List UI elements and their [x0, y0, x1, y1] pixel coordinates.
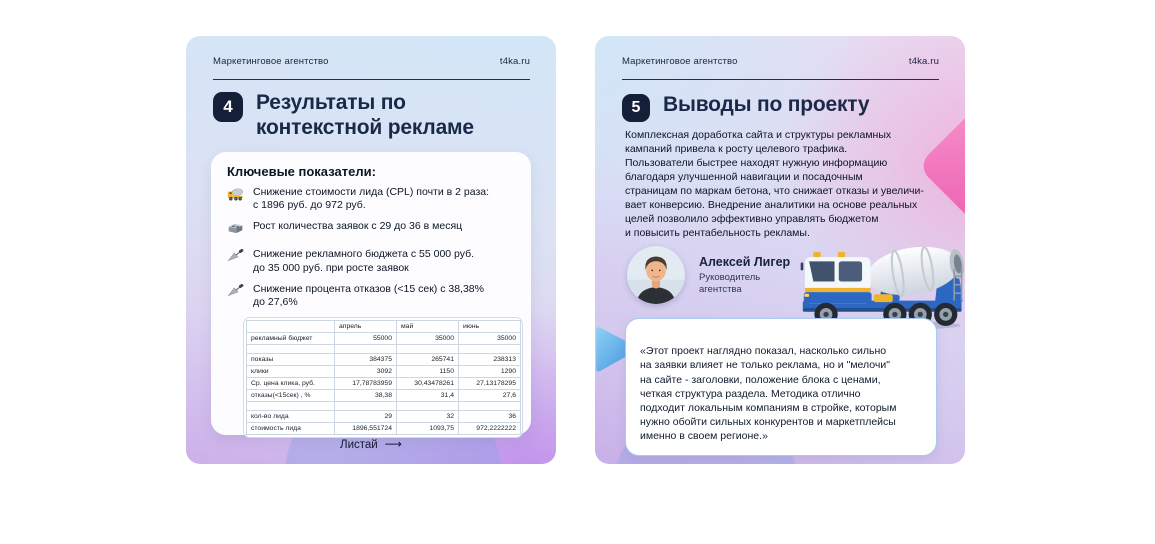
metric-item: Рост количества заявок с 29 до 36 в меся… — [227, 220, 515, 240]
table-cell: 30,43478261 — [396, 377, 459, 391]
table-cell: 1290 — [458, 365, 521, 379]
table-cell — [458, 344, 521, 355]
person-info: Алексей Лигер Руководитель агентства — [699, 255, 790, 296]
header-rule — [213, 79, 530, 80]
metrics-heading: Ключевые показатели: — [227, 164, 376, 179]
table-row — [246, 401, 521, 412]
site-link[interactable]: t4ka.ru — [908, 56, 939, 67]
header-rule — [622, 79, 939, 80]
metrics-card: Ключевые показатели: Снижение ст — [211, 152, 531, 439]
table-row: стоимость лида 1896,551724 1093,75 972,2… — [246, 422, 521, 436]
table-cell: 17,78783959 — [334, 377, 397, 391]
slide-header: Маркетинговое агентство t4ka.ru — [213, 56, 530, 67]
swipe-hint[interactable]: Листай ⟶ — [186, 437, 556, 451]
table-cell: 35000 — [458, 332, 521, 346]
metrics-table: апрель май июнь рекламный бюджет 55000 3… — [246, 320, 521, 436]
blue-triangle-decor — [595, 321, 643, 379]
table-cell: 55000 — [334, 332, 397, 346]
metric-item: Снижение стоимости лида (CPL) почти в 2 … — [227, 186, 515, 212]
metric-text: Снижение стоимости лида (CPL) почти в 2 … — [253, 186, 490, 212]
table-cell: показы — [246, 353, 335, 367]
table-cell — [246, 344, 335, 355]
slide-number-badge: 5 — [622, 94, 650, 122]
table-row — [246, 344, 521, 355]
table-cell: 384375 — [334, 353, 397, 367]
mixer-truck-icon — [227, 187, 244, 212]
table-row: отказы(<15сек) , % 38,38 31,4 27,6 — [246, 389, 521, 403]
table-cell: 1093,75 — [396, 422, 459, 436]
metric-item: Снижение рекламного бюджета с 55 000 руб… — [227, 248, 515, 274]
table-cell: кол-во лида — [246, 410, 335, 424]
table-row: рекламный бюджет 55000 35000 35000 — [246, 332, 521, 346]
brick-icon — [227, 221, 244, 240]
table-header-row: апрель май июнь — [246, 320, 521, 334]
metrics-table-wrapper: апрель май июнь рекламный бюджет 55000 3… — [243, 317, 523, 439]
avatar — [627, 246, 685, 304]
agency-label: Маркетинговое агентство — [213, 56, 329, 67]
table-cell: 35000 — [396, 332, 459, 346]
table-cell: 32 — [396, 410, 459, 424]
table-cell — [334, 401, 397, 412]
table-header-cell — [246, 320, 335, 334]
slide-4: Маркетинговое агентство t4ka.ru 4 Резуль… — [186, 36, 556, 464]
slide-number-badge: 4 — [213, 92, 243, 122]
site-link[interactable]: t4ka.ru — [499, 56, 530, 67]
table-cell: рекламный бюджет — [246, 332, 335, 346]
table-cell: отказы(<15сек) , % — [246, 389, 335, 403]
person-role: Руководитель агентства — [699, 271, 761, 295]
quote-text: «Этот проект наглядно показал, насколько… — [640, 345, 897, 443]
table-cell: 31,4 — [396, 389, 459, 403]
trowel-icon — [227, 283, 244, 309]
person-block: Алексей Лигер Руководитель агентства — [627, 246, 790, 304]
person-name: Алексей Лигер — [699, 254, 791, 269]
quote-card: «Этот проект наглядно показал, насколько… — [625, 318, 937, 456]
table-cell: 3092 — [334, 365, 397, 379]
table-row: Ср. цена клика, руб. 17,78783959 30,4347… — [246, 377, 521, 391]
table-cell: Ср. цена клика, руб. — [246, 377, 335, 391]
table-cell: 972,2222222 — [458, 422, 521, 436]
table-cell — [246, 401, 335, 412]
metric-item: Снижение процента отказов (<15 сек) с 38… — [227, 283, 515, 309]
table-cell: 265741 — [396, 353, 459, 367]
slide-title: Результаты по контекстной рекламе — [256, 91, 474, 139]
table-cell: 36 — [458, 410, 521, 424]
slide-5: Маркетинговое агентство t4ka.ru 5 Выводы… — [595, 36, 965, 464]
table-cell: 1150 — [396, 365, 459, 379]
metrics-list: Снижение стоимости лида (CPL) почти в 2 … — [227, 186, 515, 309]
table-cell — [396, 344, 459, 355]
table-row: клики 3092 1150 1290 — [246, 365, 521, 379]
slide-header: Маркетинговое агентство t4ka.ru — [622, 56, 939, 67]
table-cell — [334, 344, 397, 355]
metric-text: Рост количества заявок с 29 до 36 в меся… — [253, 220, 463, 233]
table-cell — [458, 401, 521, 412]
table-cell: стоимость лида — [246, 422, 335, 436]
arrow-right-icon: ⟶ — [384, 437, 402, 451]
table-row: показы 384375 265741 238313 — [246, 353, 521, 367]
agency-label: Маркетинговое агентство — [622, 56, 738, 67]
summary-text: Комплексная доработка сайта и структуры … — [625, 129, 924, 239]
metric-text: Снижение рекламного бюджета с 55 000 руб… — [253, 248, 475, 274]
table-header-cell: апрель — [334, 320, 397, 334]
table-row: кол-во лида 29 32 36 — [246, 410, 521, 424]
table-cell: 1896,551724 — [334, 422, 397, 436]
swipe-label: Листай — [340, 439, 378, 451]
table-cell: 238313 — [458, 353, 521, 367]
trowel-icon — [227, 249, 244, 274]
table-cell — [396, 401, 459, 412]
table-cell: 38,38 — [334, 389, 397, 403]
table-cell: 29 — [334, 410, 397, 424]
table-header-cell: май — [396, 320, 459, 334]
table-cell: 27,6 — [458, 389, 521, 403]
slide-title: Выводы по проекту — [663, 93, 870, 116]
table-cell: клики — [246, 365, 335, 379]
metric-text: Снижение процента отказов (<15 сек) с 38… — [253, 282, 484, 309]
table-cell: 27,13178295 — [458, 377, 521, 391]
table-header-cell: июнь — [458, 320, 521, 334]
